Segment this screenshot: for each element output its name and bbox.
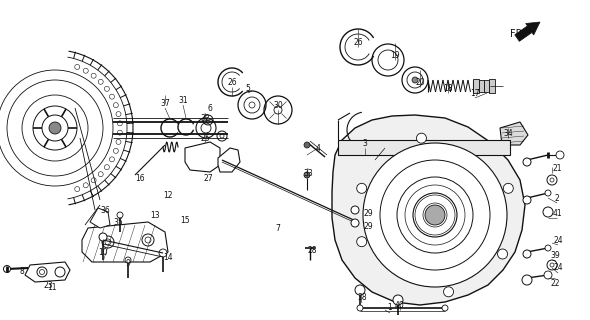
Polygon shape [332,115,525,305]
Circle shape [117,212,123,218]
Text: 30: 30 [273,100,283,109]
Text: 4: 4 [316,143,320,153]
Polygon shape [489,79,495,93]
Text: 18: 18 [443,84,453,92]
Circle shape [206,118,210,122]
Polygon shape [90,208,110,228]
Text: 21: 21 [552,164,562,172]
Text: 1: 1 [388,303,392,313]
Text: 17: 17 [470,89,480,98]
Text: 37: 37 [160,99,170,108]
Circle shape [417,133,427,143]
Circle shape [4,266,11,273]
Text: 35: 35 [113,218,123,227]
Text: 26: 26 [353,37,363,46]
Circle shape [556,151,564,159]
Text: 3: 3 [363,139,368,148]
Circle shape [357,183,367,193]
Text: 33: 33 [303,169,313,178]
Polygon shape [484,80,489,92]
Polygon shape [185,142,220,172]
Text: 12: 12 [163,190,173,199]
Circle shape [543,207,553,217]
Text: 14: 14 [163,253,173,262]
Circle shape [413,193,457,237]
Circle shape [425,205,445,225]
Circle shape [497,249,507,259]
Text: 41: 41 [552,209,562,218]
Text: 16: 16 [135,173,145,182]
Text: 15: 15 [180,215,190,225]
Polygon shape [25,262,70,282]
Text: 19: 19 [390,51,400,60]
Circle shape [412,77,418,83]
Text: 5: 5 [245,84,250,92]
Text: FR.: FR. [510,29,526,39]
Text: 7: 7 [276,223,280,233]
Polygon shape [218,148,240,172]
Circle shape [393,295,403,305]
Text: 20: 20 [415,77,425,86]
Circle shape [351,219,359,227]
Text: 36: 36 [100,205,110,214]
Circle shape [544,271,552,279]
Circle shape [503,183,513,193]
Text: 24: 24 [553,236,563,244]
Circle shape [397,177,473,253]
Text: 34: 34 [503,129,513,138]
Text: 29: 29 [363,221,373,230]
Text: 26: 26 [227,77,237,86]
Polygon shape [473,79,479,93]
Circle shape [363,143,507,287]
Text: 29: 29 [363,209,373,218]
Circle shape [547,175,557,185]
Text: 27: 27 [203,173,213,182]
Circle shape [159,249,167,257]
Text: 2: 2 [555,194,559,203]
Circle shape [351,206,359,214]
Text: 24: 24 [553,263,563,273]
Text: 9: 9 [126,259,130,268]
Circle shape [304,142,310,148]
Circle shape [357,237,367,247]
Text: 11: 11 [47,284,57,292]
Text: 25: 25 [200,133,210,142]
Circle shape [522,275,532,285]
Text: 23: 23 [43,281,53,290]
Circle shape [523,196,531,204]
Text: 31: 31 [178,95,188,105]
Circle shape [545,190,551,196]
Text: 6: 6 [208,103,212,113]
Polygon shape [338,140,510,155]
Circle shape [304,172,310,178]
Circle shape [444,287,454,297]
Text: 10: 10 [98,247,108,257]
Circle shape [380,160,490,270]
Circle shape [442,305,448,311]
Text: 38: 38 [357,293,367,302]
Circle shape [49,122,61,134]
Polygon shape [500,122,528,145]
Polygon shape [479,80,484,92]
Circle shape [523,158,531,166]
Text: 28: 28 [307,245,317,254]
Text: 32: 32 [200,114,210,123]
Circle shape [523,250,531,258]
Text: 40: 40 [395,300,405,309]
Text: 13: 13 [150,211,160,220]
Circle shape [357,305,363,311]
Circle shape [547,260,557,270]
Text: 22: 22 [550,278,560,287]
Polygon shape [82,222,168,262]
Circle shape [125,257,131,263]
Polygon shape [514,22,540,41]
Circle shape [355,285,365,295]
Circle shape [99,233,107,241]
Text: 8: 8 [19,268,24,276]
Text: 39: 39 [550,251,560,260]
Circle shape [545,245,551,251]
